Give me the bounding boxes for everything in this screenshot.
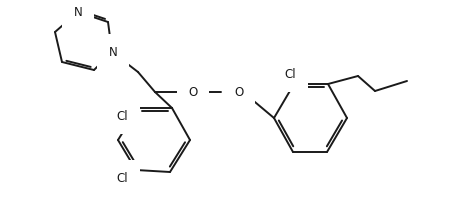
Text: N: N [109,45,117,59]
Text: Cl: Cl [116,172,128,184]
Text: N: N [74,6,82,19]
Text: Cl: Cl [284,68,296,81]
Text: Cl: Cl [116,110,128,122]
Text: O: O [234,85,244,99]
Text: O: O [188,85,198,99]
